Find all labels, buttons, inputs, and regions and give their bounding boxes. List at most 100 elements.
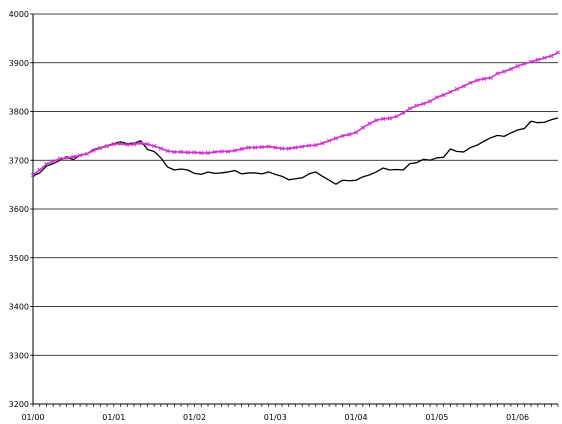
data-point (145, 142, 150, 147)
data-point (199, 150, 204, 156)
data-point (172, 149, 177, 155)
data-point (387, 116, 392, 121)
data-point (353, 130, 359, 135)
data-point (340, 133, 345, 139)
data-point (495, 71, 500, 76)
data-point (528, 59, 534, 64)
data-point (158, 146, 164, 151)
y-tick-label: 3700 (9, 156, 29, 165)
y-tick-label: 3800 (9, 108, 29, 117)
data-point (37, 167, 42, 173)
data-point (91, 148, 96, 153)
y-tick-labels: 3200 3300 3400 3500 3600 3700 3800 3900 4000 (9, 10, 29, 409)
data-point (515, 64, 520, 69)
data-point (542, 55, 547, 61)
data-point (178, 149, 184, 155)
y-tick-label: 3400 (9, 303, 29, 312)
data-point (138, 141, 143, 146)
data-point (535, 57, 540, 62)
data-point (508, 66, 514, 72)
data-point (98, 145, 103, 151)
data-point (205, 150, 211, 156)
data-point (118, 141, 123, 146)
data-point (71, 154, 76, 159)
data-point (279, 146, 285, 151)
x-tick-label: 01/06 (506, 413, 529, 422)
data-point (522, 61, 527, 66)
data-point (421, 101, 426, 106)
data-point (454, 86, 460, 92)
y-tick-label: 3200 (9, 400, 29, 409)
data-point (347, 132, 352, 137)
data-point (219, 149, 224, 154)
data-point (367, 121, 372, 126)
data-point (84, 151, 89, 157)
data-point (266, 144, 271, 149)
data-point (333, 136, 339, 141)
data-point (286, 146, 291, 151)
data-point (475, 78, 480, 83)
data-point (306, 143, 312, 148)
x-tick-label: 01/05 (425, 413, 448, 422)
x-tick-label: 01/01 (102, 413, 125, 422)
data-point (374, 118, 379, 123)
data-point (427, 99, 433, 104)
data-point (239, 146, 244, 152)
data-point (401, 110, 406, 116)
data-point (320, 141, 325, 146)
gridlines (33, 13, 558, 405)
data-point (360, 125, 365, 130)
data-point (394, 114, 399, 119)
data-point (125, 142, 130, 147)
data-point (252, 145, 258, 150)
data-point (212, 149, 217, 155)
series-line-2 (32, 51, 559, 176)
data-point (165, 148, 170, 154)
data-point (481, 76, 487, 81)
data-point (468, 80, 473, 85)
series-group (30, 50, 561, 185)
axes (30, 13, 559, 407)
x-tick-label: 01/02 (183, 413, 206, 422)
data-point (51, 159, 56, 164)
x-tick-labels: 01/00 01/01 01/02 01/03 01/04 01/05 01/06 (21, 413, 529, 422)
data-point (259, 144, 264, 150)
data-point (192, 150, 197, 155)
x-tick-label: 01/00 (21, 413, 44, 422)
x-tick-label: 01/03 (264, 413, 287, 422)
data-point (246, 145, 251, 150)
data-point (30, 172, 36, 178)
data-point (461, 83, 466, 89)
data-point (111, 142, 116, 147)
data-point (555, 50, 561, 55)
data-point (441, 92, 446, 98)
data-point (407, 106, 413, 111)
data-point (131, 142, 137, 147)
data-point (414, 103, 419, 108)
data-point (313, 142, 318, 148)
data-point (448, 89, 453, 95)
x-tick-label: 01/04 (345, 413, 368, 422)
data-point (57, 156, 63, 161)
series-line-1 (32, 117, 559, 185)
data-point (64, 155, 69, 160)
data-point (77, 153, 83, 158)
data-point (44, 161, 49, 167)
data-point (327, 138, 332, 143)
data-point (502, 69, 507, 74)
data-point (488, 75, 493, 81)
data-point (104, 143, 110, 149)
data-point (185, 150, 190, 155)
data-point (300, 144, 305, 149)
data-point (273, 145, 278, 150)
y-tick-label: 3900 (9, 59, 29, 68)
data-point (232, 148, 238, 153)
y-tick-label: 3500 (9, 254, 29, 263)
data-point (293, 145, 298, 150)
y-tick-label: 4000 (9, 10, 29, 19)
data-point (226, 149, 231, 154)
data-point (549, 53, 554, 59)
y-tick-label: 3600 (9, 205, 29, 214)
data-point (380, 116, 386, 121)
